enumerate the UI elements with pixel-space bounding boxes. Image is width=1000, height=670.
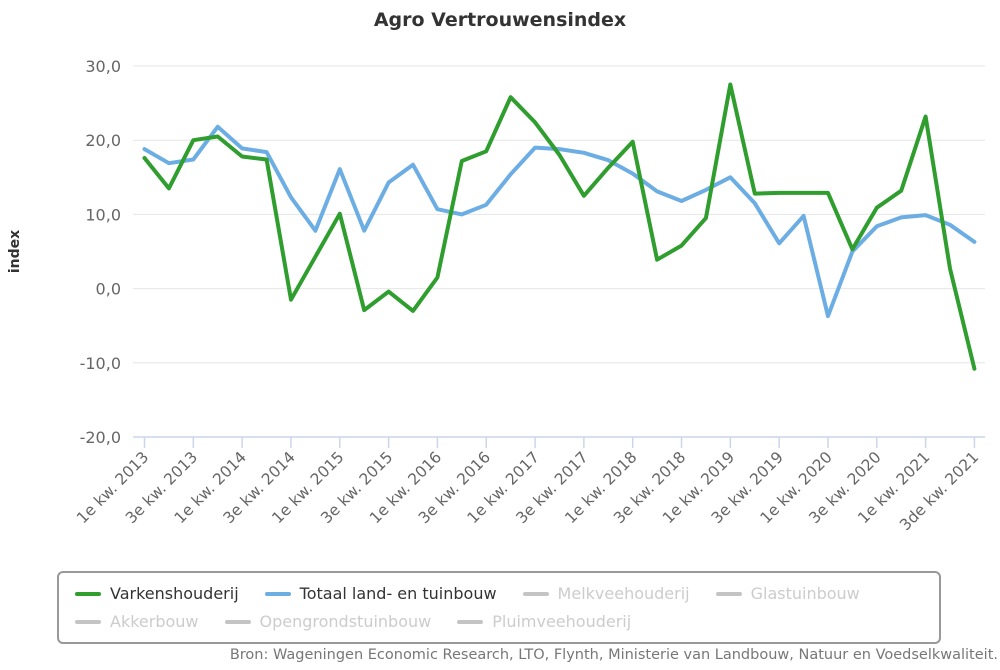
- legend-item-label: Opengrondstuinbouw: [259, 612, 432, 631]
- legend-item-label: Melkveehouderij: [557, 584, 690, 603]
- legend-item-pluimveehouderij[interactable]: Pluimveehouderij: [457, 612, 631, 631]
- legend-item-label: Pluimveehouderij: [492, 612, 632, 631]
- legend-swatch: [457, 619, 484, 624]
- legend-swatch: [522, 591, 549, 596]
- series-line-totaal-land-en-tuinbouw[interactable]: [142, 124, 977, 319]
- legend-item-label: Totaal land- en tuinbouw: [299, 584, 497, 603]
- y-axis-tick-label: 0,0: [96, 280, 121, 299]
- legend-item-opengrondstuinbouw[interactable]: Opengrondstuinbouw: [224, 612, 432, 631]
- legend-swatch: [75, 591, 101, 596]
- y-axis-tick-label: 20,0: [85, 131, 121, 150]
- legend-item-glastuinbouw[interactable]: Glastuinbouw: [715, 584, 860, 603]
- legend-item-label: Akkerbouw: [110, 612, 199, 631]
- legend-swatch: [715, 591, 742, 596]
- legend-item-varkenshouderij[interactable]: Varkenshouderij: [75, 584, 239, 603]
- legend: Varkenshouderij Totaal land- en tuinbouw M…: [57, 571, 941, 644]
- legend-swatch: [224, 619, 251, 624]
- legend-item-label: Glastuinbouw: [750, 584, 860, 603]
- legend-swatch: [75, 619, 101, 624]
- legend-item-melkveehouderij[interactable]: Melkveehouderij: [522, 584, 690, 603]
- y-axis-tick-label: 10,0: [85, 205, 121, 224]
- page-title: Agro Vertrouwensindex: [373, 9, 627, 31]
- legend-swatch: [264, 591, 291, 596]
- y-axis-tick-label: -10,0: [80, 354, 121, 373]
- source-note: Bron: Wageningen Economic Research, LTO,…: [229, 647, 998, 663]
- y-axis-tick-label: -20,0: [80, 428, 121, 447]
- y-axis-title: index: [7, 230, 23, 273]
- legend-item-akkerbouw[interactable]: Akkerbouw: [75, 612, 199, 631]
- legend-item-label: Varkenshouderij: [110, 584, 239, 603]
- legend-item-totaal-land-en-tuinbouw[interactable]: Totaal land- en tuinbouw: [264, 584, 497, 603]
- y-axis-tick-label: 30,0: [85, 57, 121, 76]
- series-line-varkenshouderij[interactable]: [142, 82, 977, 371]
